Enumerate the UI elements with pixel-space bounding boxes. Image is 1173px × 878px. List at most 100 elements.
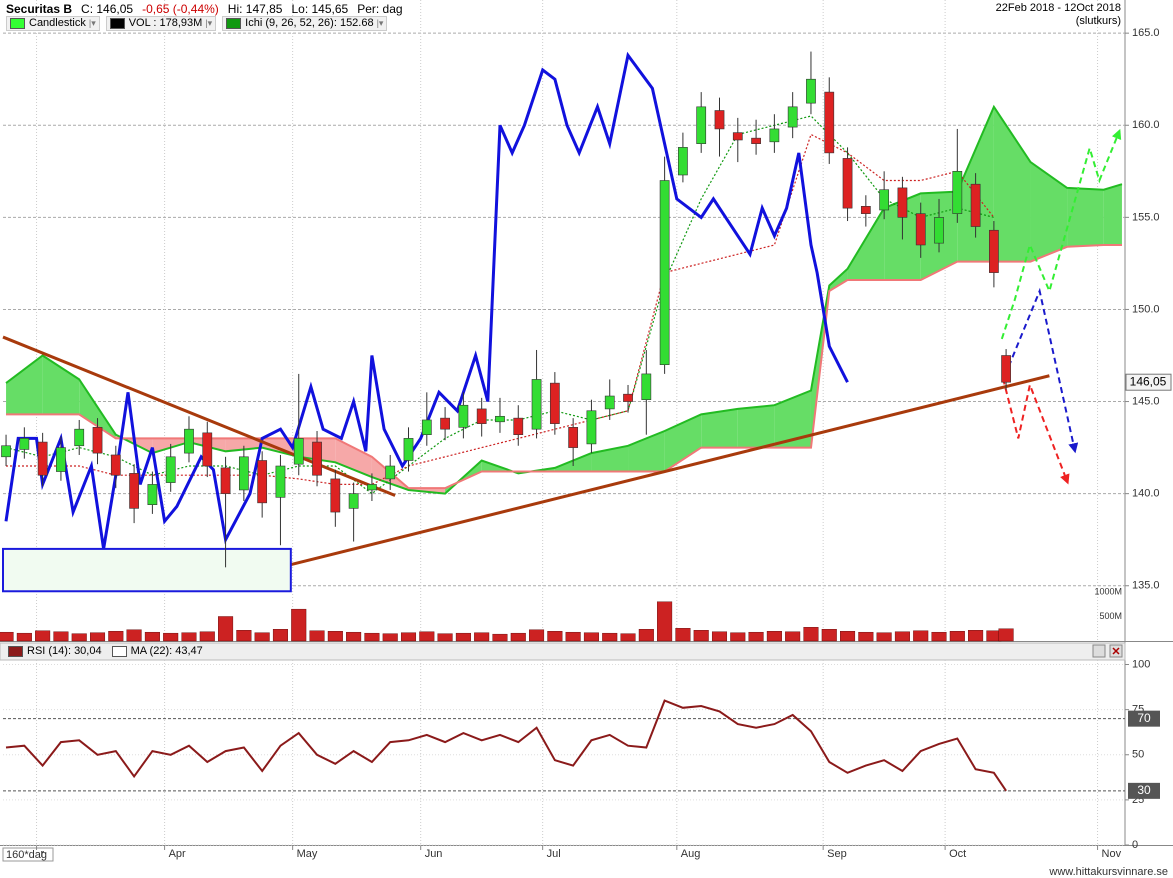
annotation-arrow	[1002, 378, 1070, 485]
candle-body	[604, 395, 615, 410]
volume-tick-label: 500M	[1099, 611, 1122, 621]
volume-bar	[998, 628, 1014, 642]
last-price-box	[1125, 373, 1172, 391]
candle-body	[934, 217, 944, 244]
volume-bar	[766, 630, 782, 642]
candle-body	[74, 428, 85, 447]
candle-body	[458, 404, 469, 428]
legend: Candlestick VOL : 178,93M Ichi (9, 26, 52,…	[6, 16, 388, 31]
cloud-segment	[701, 408, 738, 448]
annotation-arrow	[1003, 287, 1079, 454]
volume-bar	[144, 631, 160, 642]
candle-body	[787, 106, 798, 128]
volume-bar	[419, 631, 435, 642]
candle-body	[659, 180, 670, 366]
chart-title: Securitas B	[6, 2, 73, 16]
date-header: 22Feb 2018 - 12Oct 2018 (slutkurs)	[996, 2, 1121, 27]
candle-body	[1, 445, 11, 458]
candle-body	[732, 132, 743, 141]
cloud-segment	[6, 355, 43, 415]
candle-body	[19, 438, 30, 450]
volume-bar	[913, 630, 929, 642]
chikou	[4, 51, 849, 550]
legend-item: VOL : 178,93M	[105, 16, 217, 31]
date-range: 22Feb 2018 - 12Oct 2018	[995, 2, 1121, 14]
candle-body	[696, 106, 707, 144]
volume-bar	[327, 630, 343, 642]
volume-bar	[163, 632, 179, 642]
candle-body	[970, 183, 981, 227]
price-panel	[0, 0, 1125, 641]
cloud-segment	[1067, 187, 1104, 247]
candle-body	[714, 110, 725, 130]
volume: 500M 1000M	[0, 586, 1122, 642]
y-tick-label: 155.0	[1132, 211, 1160, 223]
y-tick-label: 140.0	[1132, 488, 1160, 500]
candle-body	[842, 158, 853, 209]
volume-bar	[620, 633, 636, 642]
legend-swatch	[226, 17, 242, 29]
candle-body	[806, 78, 816, 104]
candle-body	[476, 408, 487, 424]
cloud-segment	[335, 438, 372, 478]
level-label: 70	[1137, 711, 1151, 725]
legend-label: Ichi (9, 26, 52, 26): 152.68	[245, 17, 374, 29]
volume-bar	[236, 630, 252, 642]
annotation-box	[2, 547, 292, 593]
cloud-segment	[993, 106, 1031, 262]
candle-body	[897, 187, 908, 218]
level-box	[1128, 782, 1160, 799]
candle-body	[348, 493, 359, 509]
volume-bar	[71, 633, 87, 642]
volume-bar	[0, 631, 14, 642]
candle-body	[110, 454, 121, 476]
candle-body	[440, 417, 450, 430]
candle-body	[824, 91, 835, 154]
volume-bar	[291, 608, 307, 642]
x-tick-label: Apr	[169, 848, 186, 860]
volume-bar	[346, 631, 362, 642]
volume-bar	[455, 632, 471, 642]
senkou-b	[6, 244, 1122, 490]
volume-bar	[510, 632, 526, 642]
candle-body	[385, 465, 396, 480]
y-tick-label: 135.0	[1132, 580, 1160, 592]
candle-body	[751, 137, 761, 144]
volume-bar	[181, 632, 197, 642]
rsi-line	[5, 699, 1007, 792]
settings-icon[interactable]	[1092, 644, 1106, 658]
candle-body	[92, 427, 103, 454]
volume-bar	[583, 632, 599, 642]
volume-bar	[711, 631, 728, 642]
legend-item: Candlestick	[6, 16, 100, 31]
volume-bar	[53, 631, 69, 642]
volume-bar	[108, 630, 124, 642]
volume-bar	[748, 631, 764, 642]
legend-swatch	[111, 645, 127, 657]
level-label: 30	[1137, 783, 1151, 797]
level-box	[1128, 710, 1160, 727]
x-tick-label: May	[297, 848, 318, 860]
y-tick-label: 145.0	[1132, 395, 1160, 407]
candle-body	[879, 189, 890, 211]
candle-body	[641, 373, 652, 401]
candle-body	[513, 417, 524, 436]
y-tick-label: 150.0	[1132, 303, 1160, 315]
legend-item: RSI (14): 30,04	[8, 645, 102, 657]
volume-bar	[785, 631, 801, 642]
x-tick-label: Aug	[681, 848, 701, 860]
legend-item: Ichi (9, 26, 52, 26): 152.68	[222, 16, 388, 31]
source: www.hittakursvinnare.se	[1048, 866, 1168, 878]
volume-bar	[693, 630, 709, 642]
volume-bar	[657, 601, 673, 642]
volume-bar	[382, 633, 398, 642]
candle-body	[568, 427, 579, 448]
candle-body	[678, 147, 688, 176]
candle-body	[312, 441, 322, 476]
volume-bar	[35, 630, 51, 642]
volume-bar	[492, 633, 508, 642]
stat: Hi: 147,85	[227, 2, 283, 16]
candle-body	[769, 128, 780, 143]
volume-bar	[218, 616, 234, 642]
